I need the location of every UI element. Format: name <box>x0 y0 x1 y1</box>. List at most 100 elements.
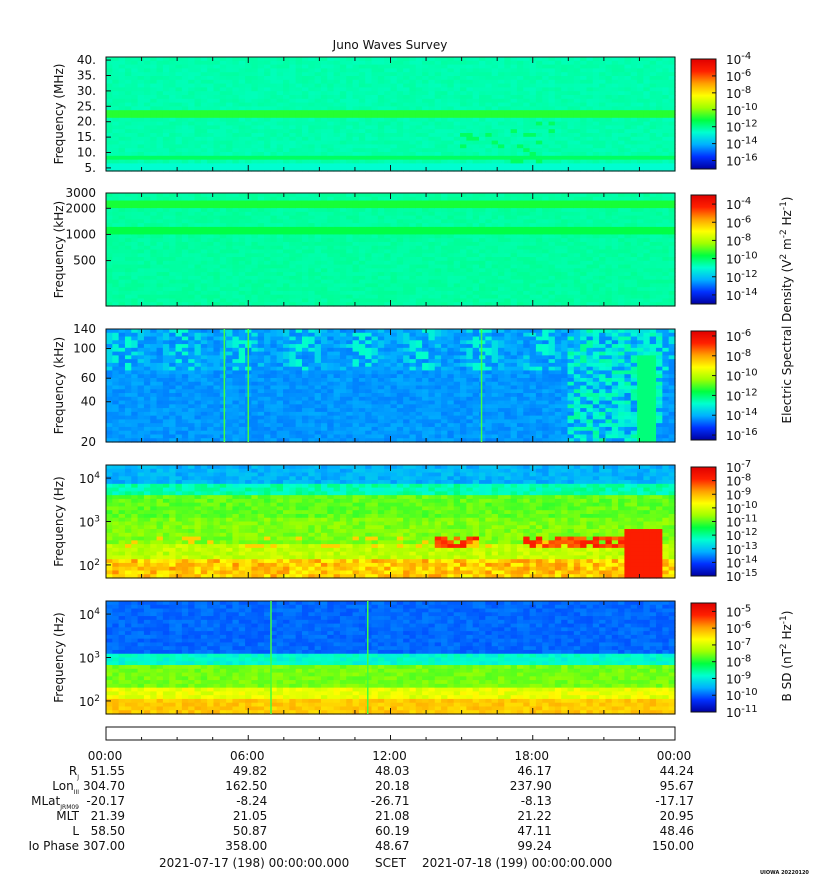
spectrogram-cell <box>226 226 234 232</box>
spectrogram-cell <box>314 298 322 303</box>
spectrogram-cell <box>213 223 221 228</box>
spectrogram-cell <box>156 83 164 88</box>
spectrogram-cell <box>586 155 594 161</box>
spectrogram-cell <box>630 133 638 138</box>
spectrogram-cell <box>175 159 183 164</box>
spectrogram-cell <box>226 196 234 202</box>
spectrogram-cell <box>339 204 347 209</box>
spectrogram-cell <box>516 238 524 243</box>
spectrogram-cell <box>510 241 518 247</box>
spectrogram-cell <box>453 275 461 281</box>
spectrogram-cell <box>479 279 486 284</box>
spectrogram-cell <box>118 211 126 217</box>
spectrogram-cell <box>270 245 278 251</box>
spectrogram-cell <box>226 87 234 92</box>
spectrogram-cell <box>219 275 227 281</box>
spectrogram-cell <box>403 91 411 96</box>
spectrogram-cell <box>295 193 303 198</box>
spectrogram-cell <box>630 152 638 157</box>
spectrogram-cell <box>554 294 562 300</box>
spectrogram-cell <box>529 159 537 164</box>
spectrogram-cell <box>181 152 189 157</box>
spectrogram-cell <box>434 121 442 126</box>
spectrogram-cell <box>143 204 151 209</box>
spectrogram-cell <box>535 215 543 220</box>
spectrogram-cell <box>561 140 569 145</box>
spectrogram-cell <box>352 249 360 254</box>
spectrogram-cell <box>245 98 253 104</box>
spectrogram-cell <box>384 275 392 281</box>
spectrogram-cell <box>428 148 436 153</box>
spectrogram-cell <box>580 106 588 111</box>
spectrogram-cell <box>409 76 417 81</box>
spectrogram-cell <box>516 223 524 228</box>
spectrogram-cell <box>175 95 183 100</box>
spectrogram-cell <box>352 234 360 239</box>
spectrogram-cell <box>169 148 177 153</box>
spectrogram-cell <box>561 215 569 220</box>
spectrogram-cell <box>270 140 278 145</box>
spectrogram-cell <box>137 133 145 138</box>
spectrogram-cell <box>118 125 126 130</box>
spectrogram-cell <box>434 106 442 111</box>
spectrogram-cell <box>479 167 486 172</box>
spectrogram-cell <box>226 193 234 198</box>
spectrogram-cell <box>599 91 607 96</box>
spectrogram-cell <box>573 129 581 134</box>
spectrogram-cell <box>605 106 613 111</box>
spectrogram-cell <box>264 114 271 119</box>
spectrogram-cell <box>358 275 366 281</box>
spectrogram-cell <box>523 106 531 111</box>
spectrogram-cell <box>466 260 474 266</box>
spectrogram-cell <box>308 290 316 296</box>
spectrogram-cell <box>510 117 518 123</box>
spectrogram-cell <box>567 287 575 292</box>
spectrogram-cell <box>365 294 373 300</box>
spectrogram-cell <box>561 102 569 107</box>
spectrogram-cell <box>283 245 290 251</box>
spectrogram-cell <box>137 117 145 123</box>
spectrogram-cell <box>188 110 196 115</box>
spectrogram-cell <box>194 260 202 266</box>
spectrogram-cell <box>181 133 189 138</box>
spectrogram-cell <box>276 117 284 123</box>
spectrogram-cell <box>384 133 392 138</box>
spectrogram-cell <box>529 87 537 92</box>
spectrogram-cell <box>295 136 303 142</box>
spectrogram-cell <box>283 72 290 77</box>
spectrogram-cell <box>529 200 537 205</box>
spectrogram-cell <box>460 275 467 281</box>
spectrogram-cell <box>289 87 297 92</box>
spectrogram-cell <box>194 234 202 239</box>
spectrogram-cell <box>112 200 120 205</box>
spectrogram-cell <box>611 152 619 157</box>
spectrogram-cell <box>377 245 385 251</box>
spectrogram-cell <box>219 238 227 243</box>
spectrogram-cell <box>510 226 518 232</box>
spectrogram-cell <box>308 257 316 262</box>
spectrogram-cell <box>264 91 271 96</box>
spectrogram-cell <box>194 283 202 288</box>
spectrogram-cell <box>485 196 493 202</box>
spectrogram-cell <box>542 95 550 100</box>
spectrogram-cell <box>124 200 132 205</box>
spectrogram-cell <box>106 167 113 172</box>
spectrogram-cell <box>548 298 556 303</box>
spectrogram-cell <box>283 204 290 209</box>
spectrogram-cell <box>257 200 265 205</box>
spectrogram-cell <box>460 211 467 217</box>
spectrogram-cell <box>567 136 575 142</box>
spectrogram-cell <box>194 245 202 251</box>
spectrogram-cell <box>567 241 575 247</box>
spectrogram-cell <box>314 245 322 251</box>
spectrogram-cell <box>460 129 467 134</box>
spectrogram-cell <box>466 298 474 303</box>
spectrogram-cell <box>188 57 196 62</box>
spectrogram-cell <box>396 136 404 142</box>
spectrogram-cell <box>365 257 373 262</box>
spectrogram-cell <box>150 249 158 254</box>
spectrogram-cell <box>358 211 366 217</box>
spectrogram-cell <box>365 268 373 273</box>
spectrogram-cell <box>377 264 385 269</box>
spectrogram-cell <box>188 268 196 273</box>
